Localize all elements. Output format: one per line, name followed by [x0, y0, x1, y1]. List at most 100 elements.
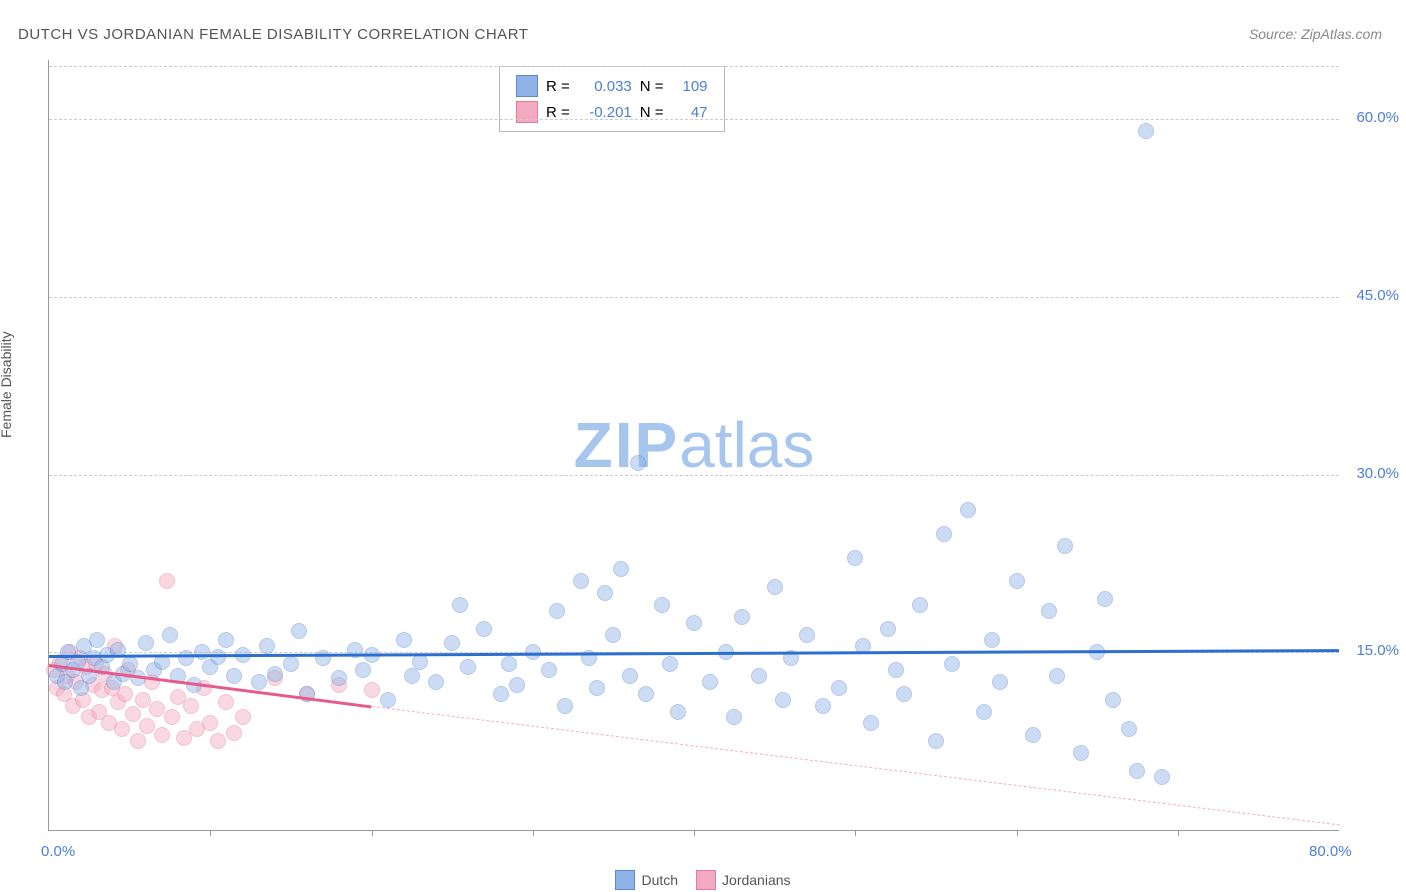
data-point: [428, 674, 444, 690]
data-point: [159, 573, 175, 589]
data-point: [1073, 745, 1089, 761]
data-point: [476, 621, 492, 637]
x-tick-mark: [855, 830, 856, 836]
data-point: [114, 721, 130, 737]
data-point: [847, 550, 863, 566]
data-point: [380, 692, 396, 708]
data-point: [404, 668, 420, 684]
data-point: [767, 579, 783, 595]
data-point: [734, 609, 750, 625]
data-point: [960, 502, 976, 518]
watermark: ZIPatlas: [574, 408, 815, 482]
y-tick-label: 15.0%: [1356, 642, 1399, 659]
data-point: [622, 668, 638, 684]
data-point: [1057, 538, 1073, 554]
stats-row-jordanians: R = -0.201 N = 47: [516, 99, 708, 125]
x-tick-label: 80.0%: [1309, 843, 1352, 860]
x-tick-mark: [1178, 830, 1179, 836]
data-point: [202, 715, 218, 731]
dutch-n-value: 109: [672, 78, 708, 95]
data-point: [218, 632, 234, 648]
dutch-swatch-icon: [615, 870, 635, 890]
data-point: [460, 659, 476, 675]
data-point: [888, 662, 904, 678]
data-point: [291, 623, 307, 639]
stats-legend: R = 0.033 N = 109 R = -0.201 N = 47: [499, 66, 725, 132]
data-point: [831, 680, 847, 696]
data-point: [662, 656, 678, 672]
data-point: [139, 718, 155, 734]
data-point: [226, 725, 242, 741]
data-point: [135, 692, 151, 708]
data-point: [396, 632, 412, 648]
data-point: [226, 668, 242, 684]
data-point: [686, 615, 702, 631]
data-point: [130, 733, 146, 749]
data-point: [976, 704, 992, 720]
data-point: [1121, 721, 1137, 737]
data-point: [509, 677, 525, 693]
data-point: [670, 704, 686, 720]
jordanians-swatch-icon: [696, 870, 716, 890]
y-tick-label: 30.0%: [1356, 465, 1399, 482]
x-tick-mark: [1017, 830, 1018, 836]
data-point: [863, 715, 879, 731]
jordanians-r-value: -0.201: [578, 104, 632, 121]
x-tick-mark: [694, 830, 695, 836]
y-tick-label: 60.0%: [1356, 109, 1399, 126]
source-credit: Source: ZipAtlas.com: [1249, 26, 1382, 42]
data-point: [315, 650, 331, 666]
data-point: [605, 627, 621, 643]
dutch-swatch: [516, 75, 538, 97]
chart-title: DUTCH VS JORDANIAN FEMALE DISABILITY COR…: [18, 26, 528, 43]
data-point: [355, 662, 371, 678]
data-point: [444, 635, 460, 651]
legend-item-dutch: Dutch: [615, 870, 678, 890]
data-point: [89, 632, 105, 648]
r-label: R =: [546, 78, 570, 95]
data-point: [541, 662, 557, 678]
data-point: [702, 674, 718, 690]
r-label: R =: [546, 104, 570, 121]
x-tick-mark: [533, 830, 534, 836]
series-legend: Dutch Jordanians: [0, 870, 1406, 890]
data-point: [880, 621, 896, 637]
scatter-chart: ZIPatlas R = 0.033 N = 109 R = -0.201 N …: [48, 60, 1339, 831]
data-point: [936, 526, 952, 542]
watermark-light: atlas: [679, 409, 814, 481]
data-point: [283, 656, 299, 672]
data-point: [138, 635, 154, 651]
n-label: N =: [640, 78, 664, 95]
data-point: [775, 692, 791, 708]
legend-label-jordanians: Jordanians: [722, 872, 791, 888]
x-tick-mark: [210, 830, 211, 836]
data-point: [1154, 769, 1170, 785]
legend-item-jordanians: Jordanians: [696, 870, 791, 890]
y-axis-label: Female Disability: [0, 331, 14, 438]
stats-row-dutch: R = 0.033 N = 109: [516, 73, 708, 99]
data-point: [1129, 763, 1145, 779]
data-point: [178, 650, 194, 666]
data-point: [162, 627, 178, 643]
data-point: [149, 701, 165, 717]
data-point: [183, 698, 199, 714]
data-point: [125, 706, 141, 722]
data-point: [799, 627, 815, 643]
data-point: [267, 666, 283, 682]
jordanians-n-value: 47: [672, 104, 708, 121]
gridline: [49, 297, 1339, 298]
gridline: [49, 66, 1339, 67]
data-point: [331, 670, 347, 686]
data-point: [726, 709, 742, 725]
data-point: [210, 733, 226, 749]
data-point: [259, 638, 275, 654]
data-point: [501, 656, 517, 672]
data-point: [613, 561, 629, 577]
data-point: [117, 686, 133, 702]
data-point: [154, 727, 170, 743]
legend-label-dutch: Dutch: [641, 872, 678, 888]
data-point: [549, 603, 565, 619]
data-point: [164, 709, 180, 725]
data-point: [992, 674, 1008, 690]
data-point: [944, 656, 960, 672]
